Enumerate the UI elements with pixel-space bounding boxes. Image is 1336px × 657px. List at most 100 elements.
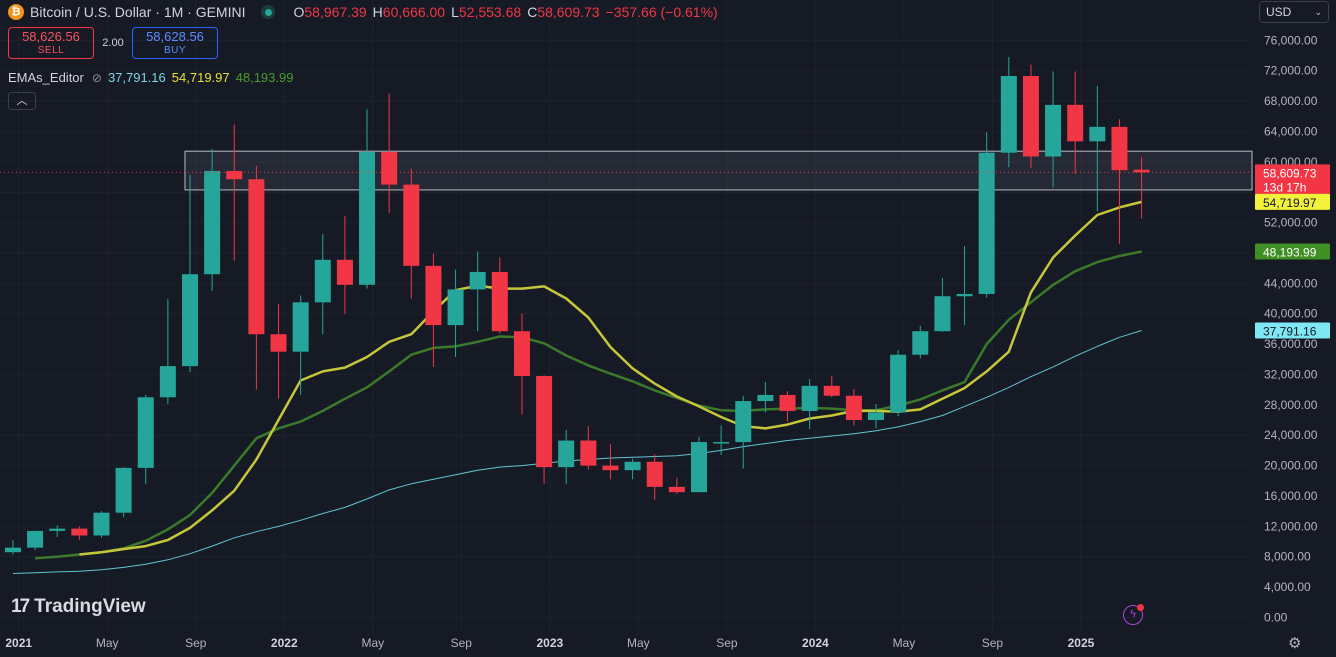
- candle-body: [558, 440, 575, 468]
- candle: [226, 124, 243, 261]
- candle-body: [248, 179, 265, 335]
- y-tick-label: 4,000.00: [1264, 580, 1311, 594]
- currency-value: USD: [1266, 5, 1292, 19]
- candle-body: [314, 259, 331, 303]
- ema-lines: [12, 200, 1142, 574]
- candle: [425, 253, 442, 367]
- ema-fast-line: [79, 200, 1142, 556]
- candle: [668, 477, 685, 494]
- candle: [491, 257, 508, 334]
- x-tick-label: 2021: [5, 636, 32, 650]
- y-tick-label: 40,000.00: [1264, 307, 1318, 321]
- candle-body: [1133, 169, 1150, 173]
- candle: [735, 395, 752, 469]
- ohlc-values: O 58,967.39 H 60,666.00 L 52,553.68 C 58,609…: [293, 4, 717, 20]
- y-tick-label: 72,000.00: [1264, 64, 1318, 78]
- last-price-label-text: 13d 17h: [1263, 180, 1306, 194]
- candle-body: [646, 461, 663, 487]
- y-tick-label: 36,000.00: [1264, 337, 1318, 351]
- y-tick-label: 0.00: [1264, 611, 1288, 625]
- candle-body: [270, 334, 287, 352]
- candle-body: [71, 528, 88, 536]
- candles: [4, 57, 1150, 555]
- x-tick-label: May: [627, 636, 650, 650]
- candle-body: [580, 440, 597, 466]
- ema-mid-value: 48,193.99: [235, 70, 294, 85]
- last-price-label-text: 58,609.73: [1263, 166, 1317, 180]
- open-value: 58,967.39: [304, 4, 367, 20]
- candle: [314, 233, 331, 335]
- candle-body: [934, 296, 951, 332]
- lightning-icon[interactable]: ϟ: [1123, 605, 1143, 625]
- ema-mid-label: 48,193.99: [1255, 243, 1330, 259]
- candle: [956, 246, 973, 326]
- high-label: H: [372, 4, 383, 20]
- y-tick-label: 8,000.00: [1264, 550, 1311, 564]
- ema-slow-label: 37,791.16: [1255, 322, 1330, 339]
- y-tick-label: 24,000.00: [1264, 428, 1318, 442]
- buy-button[interactable]: 58,628.56 BUY: [132, 27, 218, 59]
- currency-select[interactable]: USD ⌄: [1259, 1, 1329, 23]
- buy-label: BUY: [163, 45, 187, 56]
- x-tick-label: 2023: [536, 636, 563, 650]
- symbol-title[interactable]: Bitcoin / U.S. Dollar · 1M · GEMINI: [30, 4, 246, 20]
- eye-off-icon[interactable]: ⊘: [91, 70, 102, 85]
- candle: [513, 313, 530, 415]
- candle: [868, 404, 885, 429]
- x-tick-label: 2024: [802, 636, 829, 650]
- candle-body: [1111, 126, 1128, 171]
- open-label: O: [293, 4, 305, 20]
- candle-body: [513, 331, 530, 376]
- candle-body: [115, 467, 132, 513]
- indicator-name[interactable]: EMAs_Editor: [8, 70, 84, 85]
- close-value: 58,609.73: [537, 4, 600, 20]
- candle-body: [425, 265, 442, 326]
- candle: [912, 325, 929, 359]
- candle: [359, 109, 376, 289]
- collapse-legend-button[interactable]: ︿: [8, 92, 36, 110]
- candle: [890, 350, 907, 417]
- candle: [1133, 156, 1150, 219]
- candle: [137, 394, 154, 484]
- ema-mid-label-bg: [1255, 243, 1330, 260]
- y-tick-label: 32,000.00: [1264, 367, 1318, 381]
- candle: [49, 525, 66, 537]
- time-axis: Sep 2021 May Sep 2022 May Sep 2023 May Sep 2024 May…: [5, 636, 1095, 650]
- candle-body: [1067, 104, 1084, 142]
- candle: [336, 215, 353, 314]
- candle-body: [1000, 75, 1017, 153]
- candle-body: [912, 331, 929, 355]
- candle: [4, 540, 21, 555]
- candle-body: [1045, 104, 1062, 157]
- candle-body: [359, 151, 376, 285]
- ema-fast-label-text: 54,719.97: [1263, 196, 1317, 210]
- candle: [1000, 57, 1017, 168]
- tradingview-logo[interactable]: 17 TradingView: [11, 596, 146, 618]
- candle: [1111, 119, 1128, 244]
- bitcoin-icon: ₿: [8, 4, 24, 20]
- buy-price: 58,628.56: [146, 29, 204, 44]
- candle: [713, 425, 730, 455]
- candle: [580, 426, 597, 470]
- resistance-zone: [184, 150, 1253, 191]
- candle: [845, 388, 862, 426]
- candle: [270, 303, 287, 399]
- candle: [248, 165, 265, 390]
- candle: [292, 295, 309, 395]
- candle-body: [469, 271, 486, 290]
- resistance-zone-rect: [184, 150, 1253, 191]
- y-tick-label: 64,000.00: [1264, 124, 1318, 138]
- candle: [403, 168, 420, 299]
- x-tick-label: 2025: [1068, 636, 1095, 650]
- candle-body: [801, 385, 818, 411]
- candle-body: [690, 442, 707, 493]
- candle-body: [735, 401, 752, 443]
- y-tick-label: 28,000.00: [1264, 398, 1318, 412]
- gear-icon[interactable]: ⚙: [1288, 635, 1302, 652]
- tradingview-logo-icon: 17: [11, 596, 30, 617]
- sell-button[interactable]: 58,626.56 SELL: [8, 27, 94, 59]
- market-open-icon: [261, 5, 276, 19]
- candle: [801, 379, 818, 430]
